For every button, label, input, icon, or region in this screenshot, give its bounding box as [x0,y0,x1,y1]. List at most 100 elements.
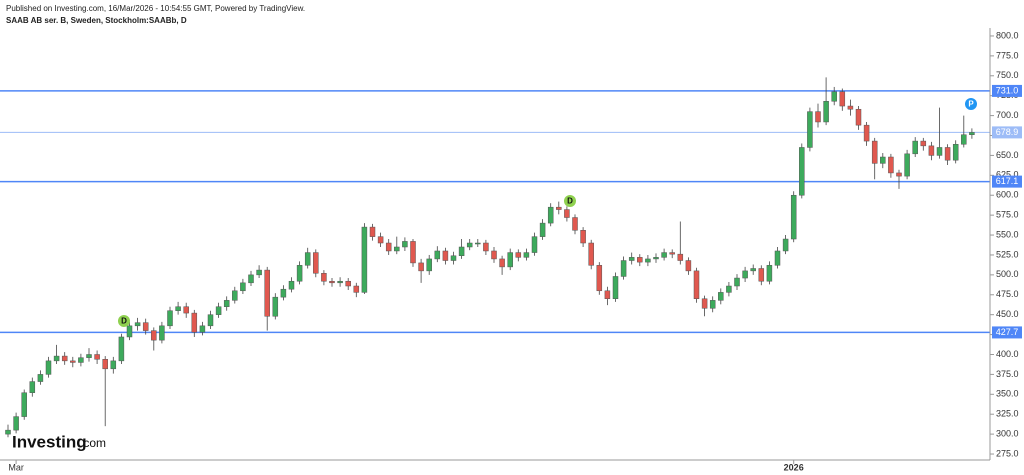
candle-body [491,250,497,260]
x-tick-label: 2026 [784,462,804,472]
candle-body [232,290,238,301]
candle-body [118,336,125,362]
candle-body [564,209,570,218]
candle-body [167,310,173,327]
candle-body [612,276,619,300]
candle-body [385,242,392,252]
candle-body [256,269,262,276]
candle-body [94,354,100,360]
candle-body [896,172,902,177]
candle-body [961,134,967,145]
candle-body [855,108,862,126]
y-tick-label: 650.0 [996,150,1019,160]
candle-body [888,156,894,174]
candle-body [248,274,254,284]
candle-body [207,314,214,327]
candle-body [815,111,821,123]
y-tick-label: 750.0 [996,70,1019,80]
candle-body [86,354,92,358]
candle-body [969,132,975,135]
candle-body [645,258,651,263]
y-tick-label: 450.0 [996,309,1019,319]
candle-body [677,253,684,261]
candle-body [701,298,708,309]
candle-body [110,360,117,370]
published-note: Published on Investing.com, 16/Mar/2026 … [6,4,305,13]
candle-body [628,257,635,261]
candle-body [280,288,287,298]
logo-brand: Investing [12,432,87,451]
y-tick-label: 475.0 [996,289,1019,299]
candle-body [709,300,716,309]
y-tick-label: 400.0 [996,349,1019,359]
signal-marker [965,98,977,110]
candle-body [475,242,481,245]
candle-body [45,360,52,375]
candle-body [758,268,765,282]
candle-body [539,222,546,237]
logo-suffix: .com [80,436,106,450]
candle-body [377,236,384,244]
candle-body [637,257,643,263]
candle-body [693,270,700,300]
candle-body [13,416,19,431]
candle-body [807,111,813,148]
candle-body [734,277,740,287]
candle-body [572,217,578,231]
y-tick-label: 800.0 [996,30,1019,40]
candle-body [782,238,789,252]
candle-body [604,290,611,300]
candle-body [928,145,935,156]
y-tick-label: 300.0 [996,428,1019,438]
candle-body [410,241,416,264]
signal-marker [564,195,576,207]
candle-body [151,330,157,341]
candle-body [466,242,473,248]
candle-body [29,381,36,393]
candle-body [823,101,829,123]
level-label-box [992,175,1022,188]
level-label: 617.1 [996,176,1019,186]
candle-body [175,306,181,311]
candle-body [458,246,465,256]
y-tick-label: 525.0 [996,249,1019,259]
candle-body [288,280,295,290]
candle-body [304,252,311,266]
symbol-title: SAAB AB ser. B, Sweden, Stockholm:SAABb,… [6,16,187,25]
candle-body [920,140,927,147]
y-tick-label: 575.0 [996,210,1019,220]
candle-body [450,255,457,261]
y-tick-label: 350.0 [996,389,1019,399]
candle-body [936,147,943,156]
candle-body [685,260,692,272]
candle-body [483,242,489,252]
candle-body [750,268,756,272]
candle-body [839,91,846,107]
candle-body [223,300,230,307]
candle-body [880,156,886,164]
candle-body [774,250,781,266]
candle-body [523,252,530,258]
candle-body [596,265,603,292]
candle-body [353,285,360,293]
candle-body [952,144,959,161]
level-label-box [992,84,1022,97]
candle-body [369,226,376,237]
candle-body [588,242,594,266]
candle-body [215,306,222,315]
candle-body [102,359,108,370]
candle-body [426,258,432,272]
level-label-box [992,126,1022,139]
candle-body [766,265,773,282]
level-label-box [992,326,1022,339]
candle-body [134,322,141,327]
candle-body [78,357,84,363]
candle-body [620,260,627,277]
candle-body [499,258,505,268]
y-tick-label: 275.0 [996,448,1019,458]
y-tick-label: 700.0 [996,110,1019,120]
candle-body [53,355,60,362]
signal-marker-label: D [121,317,127,326]
candle-body [661,252,667,258]
